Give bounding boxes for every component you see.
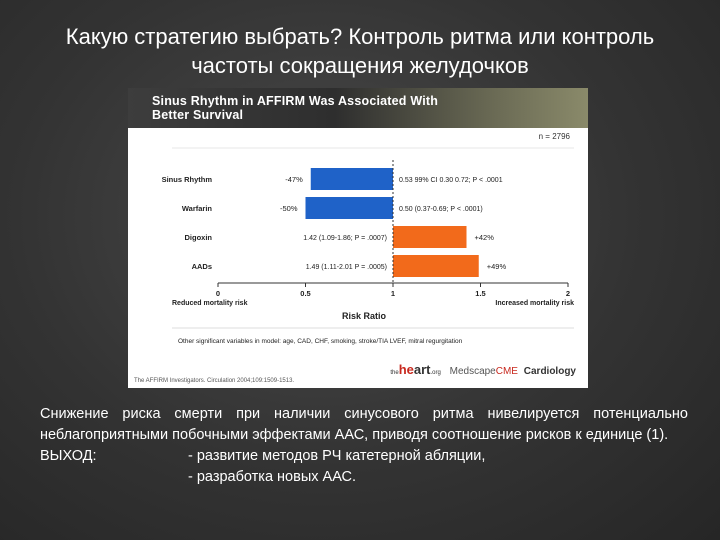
change-label-0: -47% — [285, 175, 303, 184]
ci-label-2: 1.42 (1.09-1.86; P = .0007) — [303, 235, 387, 242]
theheart-logo: theheart.org — [390, 362, 441, 377]
ci-label-3: 1.49 (1.11-2.01 P = .0005) — [306, 264, 387, 271]
figure-title-line2: Better Survival — [152, 108, 244, 122]
change-label-2: +42% — [475, 233, 495, 242]
x-tick-label-0: 0 — [216, 289, 220, 298]
slide-body: Снижение риска смерти при наличии синусо… — [40, 404, 688, 488]
bar-3 — [393, 255, 479, 277]
reduced-risk-caption: Reduced mortality risk — [172, 300, 248, 307]
outcome-item-ablation: - развитие методов РЧ катетерной абляции… — [188, 448, 486, 464]
category-label-2: Digoxin — [185, 233, 213, 242]
sample-size-label: n = 2796 — [538, 132, 570, 141]
slide-title-line2: частоты сокращения желудочков — [191, 53, 529, 78]
bar-0 — [310, 168, 393, 190]
figure-title: Sinus Rhythm in AFFIRM Was Associated Wi… — [152, 94, 438, 122]
x-tick-label-4: 2 — [566, 289, 570, 298]
ci-label-0: 0.53 99% CI 0.30 0.72; P < .0001 — [399, 177, 503, 184]
forest-plot: Sinus Rhythm Warfarin Digoxin AADs -47% 0.53… — [162, 147, 574, 345]
slide-title-line1: Какую стратегию выбрать? Контроль ритма … — [65, 24, 655, 49]
forest-plot-figure: Sinus Rhythm in AFFIRM Was Associated Wi… — [128, 88, 588, 388]
outcome-row: ВЫХОД: - развитие методов РЧ катетерной … — [40, 446, 688, 467]
category-label-3: AADs — [192, 262, 212, 271]
x-tick-label-1: 0.5 — [300, 289, 310, 298]
figure-header: Sinus Rhythm in AFFIRM Was Associated Wi… — [128, 88, 588, 128]
x-tick-label-3: 1.5 — [475, 289, 485, 298]
x-tick-label-2: 1 — [391, 289, 395, 298]
bar-2 — [393, 226, 467, 248]
publisher-logos: theheart.org MedscapeCME Cardiology — [390, 362, 576, 378]
change-label-3: +49% — [487, 262, 507, 271]
footnote: Other significant variables in model: ag… — [178, 338, 463, 345]
cardiology-logo: Cardiology — [523, 366, 576, 377]
change-label-1: -50% — [280, 204, 298, 213]
figure-footer: theheart.org MedscapeCME Cardiology The … — [128, 356, 588, 388]
outcome-label: ВЫХОД: — [40, 448, 97, 464]
figure-title-line1: Sinus Rhythm in AFFIRM Was Associated Wi… — [152, 94, 439, 108]
slide-title: Какую стратегию выбрать? Контроль ритма … — [20, 22, 700, 80]
outcome-item-new-aad: - разработка новых ААС. — [188, 469, 357, 485]
figure-citation: The AFFIRM Investigators. Circulation 20… — [134, 378, 295, 384]
ci-label-1: 0.50 (0.37-0.69; P < .0001) — [399, 206, 483, 213]
increased-risk-caption: Increased mortality risk — [495, 300, 574, 307]
x-axis-title: Risk Ratio — [342, 311, 387, 321]
category-label-1: Warfarin — [182, 204, 213, 213]
outcome-row-2: - разработка новых ААС. — [40, 467, 688, 488]
bar-1 — [305, 197, 393, 219]
summary-paragraph: Снижение риска смерти при наличии синусо… — [40, 406, 688, 443]
category-label-0: Sinus Rhythm — [162, 175, 213, 184]
bars — [305, 168, 479, 277]
category-labels: Sinus Rhythm Warfarin Digoxin AADs — [162, 175, 213, 271]
bar-inner-labels: -47% 0.53 99% CI 0.30 0.72; P < .0001 -50%… — [280, 175, 506, 271]
medscape-logo: MedscapeCME — [449, 366, 518, 377]
x-axis: 0 0.5 1 1.5 2 — [216, 282, 570, 298]
